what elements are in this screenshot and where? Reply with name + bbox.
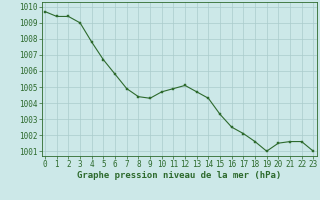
X-axis label: Graphe pression niveau de la mer (hPa): Graphe pression niveau de la mer (hPa): [77, 171, 281, 180]
